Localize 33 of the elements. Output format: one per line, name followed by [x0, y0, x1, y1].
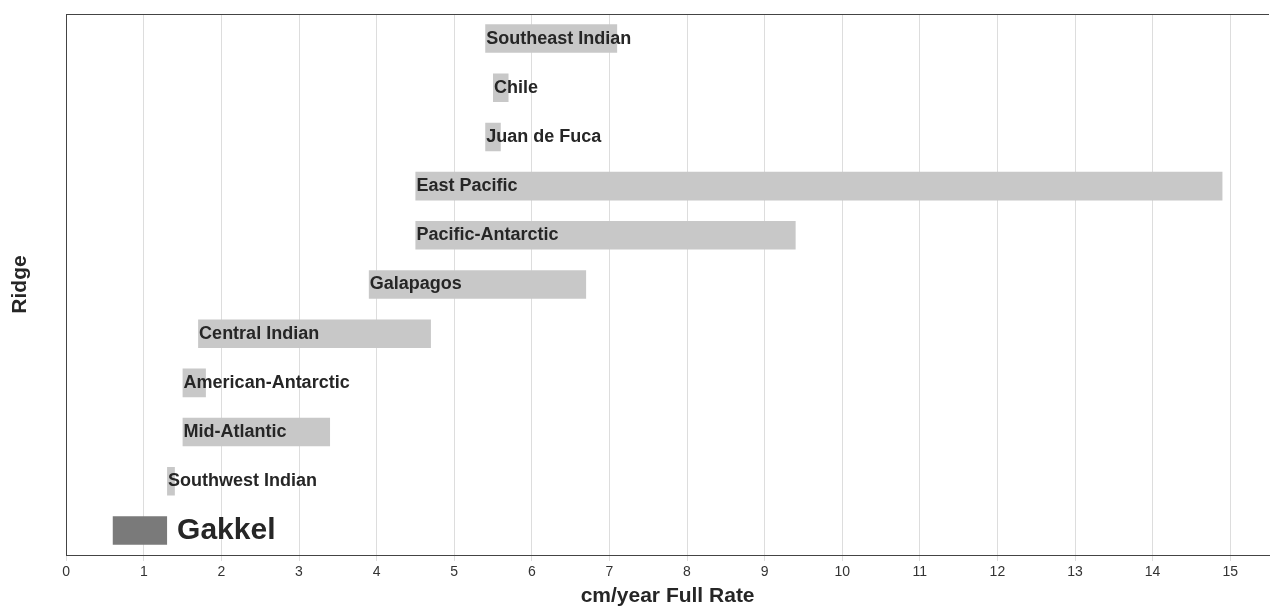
x-tick-label: 1	[139, 563, 148, 580]
x-tick-label: 12	[989, 563, 1006, 580]
x-tick-label: 11	[912, 563, 928, 580]
x-tick-label: 14	[1144, 563, 1161, 580]
x-tick-label: 13	[1067, 563, 1083, 580]
y-tick-label: Southeast Indian	[486, 27, 632, 48]
y-tick-label: Central Indian	[199, 322, 320, 343]
x-tick-label: 2	[217, 563, 226, 580]
y-tick-label: Chile	[494, 76, 539, 97]
x-tick-label: 7	[605, 563, 614, 580]
x-tick-label: 9	[760, 563, 769, 580]
x-tick-label: 6	[527, 563, 536, 580]
x-tick-label: 8	[683, 563, 692, 580]
bar	[368, 270, 587, 299]
y-tick-label: American-Antarctic	[183, 371, 350, 392]
y-tick-label: Galapagos	[369, 273, 462, 294]
y-tick-label: Juan de Fuca	[486, 125, 603, 146]
y-tick-label: Gakkel	[177, 511, 276, 545]
y-tick-label: East Pacific	[416, 175, 518, 196]
x-tick-label: 10	[834, 563, 851, 580]
bar	[112, 516, 168, 545]
y-tick-label: Pacific-Antarctic	[416, 224, 559, 245]
x-tick-label: 5	[450, 563, 459, 580]
y-tick-label: Mid-Atlantic	[183, 421, 287, 442]
x-tick-label: 0	[62, 563, 71, 580]
y-tick-label: Southwest Indian	[168, 470, 318, 491]
bar	[415, 171, 1223, 201]
x-axis-title: cm/year Full Rate	[580, 583, 755, 607]
bar	[415, 221, 796, 250]
y-axis-title: Ridge	[7, 255, 31, 314]
x-tick-label: 4	[372, 563, 381, 580]
x-tick-label: 15	[1222, 563, 1239, 580]
x-tick-label: 3	[295, 563, 304, 580]
